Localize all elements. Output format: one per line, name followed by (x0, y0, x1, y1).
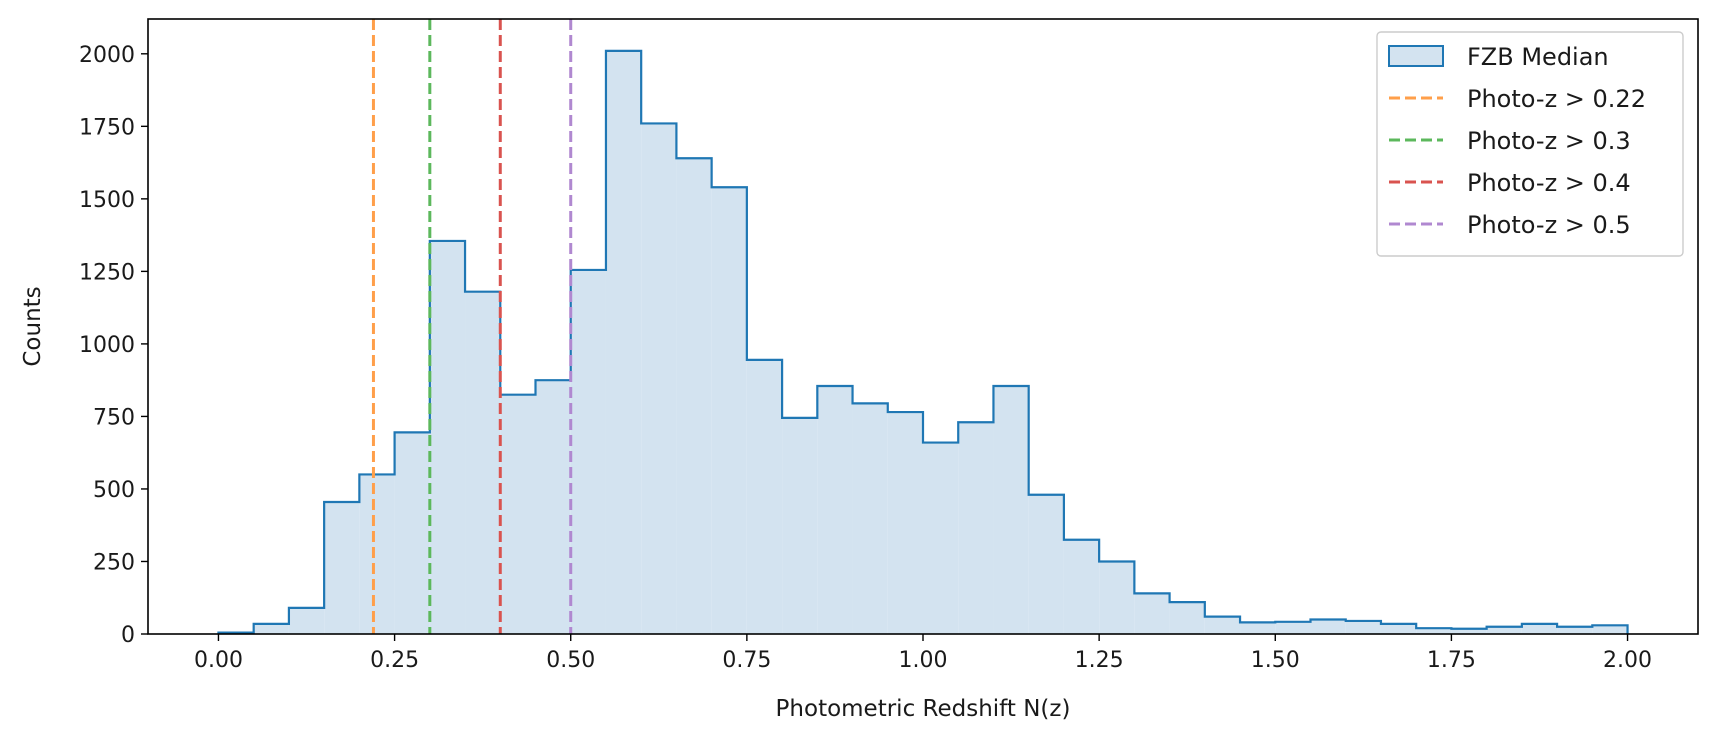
histogram-bar (1521, 623, 1558, 634)
histogram-bar (641, 123, 677, 634)
histogram-bar (500, 394, 536, 634)
histogram-bar (394, 432, 430, 634)
legend-label: FZB Median (1467, 43, 1609, 71)
histogram-bar (817, 385, 853, 634)
x-tick-label: 1.25 (1075, 648, 1124, 673)
histogram-bar (958, 422, 994, 634)
histogram-bar (288, 607, 325, 634)
histogram-bar (1063, 539, 1100, 634)
histogram-bar (1099, 561, 1135, 634)
histogram-bar (711, 187, 747, 635)
histogram-bar (1028, 494, 1064, 634)
histogram-bar (429, 240, 466, 634)
histogram-bar (465, 291, 501, 634)
histogram-bar (605, 50, 642, 634)
histogram-bar (852, 403, 888, 634)
y-tick-label: 1750 (79, 115, 135, 140)
y-tick-label: 750 (93, 405, 135, 430)
histogram-bar (1380, 623, 1417, 634)
histogram-bar (993, 385, 1029, 634)
histogram-bar (1592, 625, 1628, 634)
histogram-bar (324, 502, 360, 634)
x-tick-label: 1.00 (899, 648, 948, 673)
x-axis-label: Photometric Redshift N(z) (776, 696, 1071, 722)
histogram-bar (923, 442, 959, 634)
x-tick-label: 2.00 (1603, 648, 1652, 673)
y-tick-label: 0 (121, 623, 135, 648)
y-tick-label: 1500 (79, 188, 135, 213)
y-axis-label: Counts (20, 286, 46, 366)
histogram-bar (1486, 626, 1522, 634)
x-tick-label: 1.75 (1427, 648, 1476, 673)
legend-label: Photo-z > 0.3 (1467, 127, 1631, 155)
legend: FZB Median Photo-z > 0.22 Photo-z > 0.3 Pho… (1376, 31, 1684, 257)
x-tick-label: 1.50 (1251, 648, 1300, 673)
histogram-bars (218, 50, 1628, 635)
y-tick-label: 500 (93, 478, 135, 503)
legend-box (1376, 31, 1684, 257)
y-tick-label: 2000 (79, 43, 135, 68)
x-tick-label: 0.75 (722, 648, 771, 673)
histogram-bar (887, 412, 923, 634)
x-tick-label: 0.00 (194, 648, 243, 673)
histogram-bar (782, 417, 818, 634)
histogram-bar (1134, 593, 1170, 634)
axes: 0.00 0.25 0.50 0.75 1.00 1.25 1.50 1.75 2.00 0 250… (79, 18, 1699, 673)
histogram-bar (570, 269, 606, 634)
histogram-bar (535, 380, 571, 634)
legend-label: Photo-z > 0.4 (1467, 169, 1631, 197)
histogram-bar (1240, 622, 1276, 634)
histogram-bar (1310, 619, 1346, 634)
histogram-bar (1275, 621, 1311, 634)
x-tick-label: 0.25 (370, 648, 419, 673)
y-tick-label: 1250 (79, 260, 135, 285)
y-tick-label: 1000 (79, 333, 135, 358)
histogram-bar (253, 623, 289, 634)
histogram-bar (1345, 620, 1381, 634)
x-tick-label: 0.50 (546, 648, 595, 673)
histogram-bar (1557, 626, 1593, 634)
histogram-bar (1169, 602, 1205, 634)
histogram-bar (1416, 628, 1452, 634)
histogram-bar (746, 359, 783, 634)
histogram-outline (217, 49, 1629, 634)
legend-label: Photo-z > 0.5 (1467, 211, 1631, 239)
plot-area (217, 19, 1629, 635)
legend-label: Photo-z > 0.22 (1467, 85, 1646, 113)
histogram-bar (359, 474, 395, 634)
legend-swatch-patch (1388, 45, 1444, 67)
histogram-bar (676, 158, 712, 634)
histogram-bar (1204, 616, 1241, 634)
y-tick-label: 250 (93, 550, 135, 575)
histogram-bar (1451, 628, 1487, 634)
